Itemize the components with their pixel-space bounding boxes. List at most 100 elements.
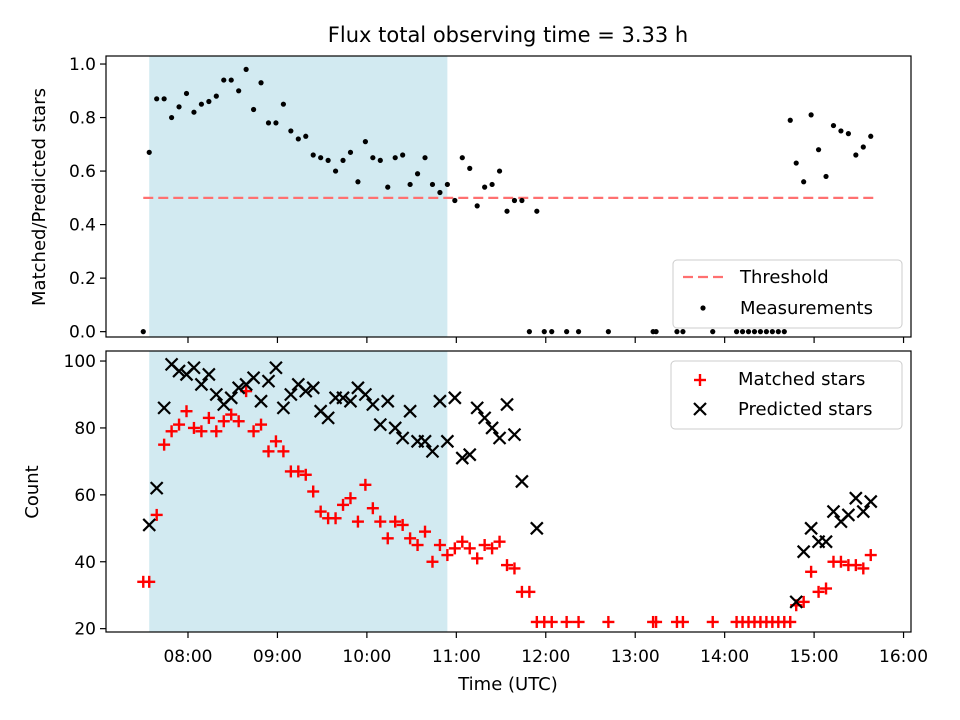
y-tick-label: 0.6 bbox=[69, 162, 96, 182]
legend-predicted-swatch bbox=[693, 402, 707, 416]
measurement-point bbox=[362, 139, 368, 145]
bottom-y-axis-label: Count bbox=[22, 465, 43, 518]
matched-stars-point bbox=[411, 539, 424, 552]
predicted-stars-point bbox=[380, 394, 395, 408]
measurement-point bbox=[674, 329, 680, 335]
matched-stars-point bbox=[299, 468, 312, 481]
top-y-axis-label: Matched/Predicted stars bbox=[29, 88, 50, 306]
y-tick-label: 1.0 bbox=[69, 55, 96, 75]
x-tick-label: 13:00 bbox=[611, 647, 660, 667]
predicted-stars-point bbox=[373, 417, 388, 432]
matched-stars-point bbox=[545, 615, 558, 628]
legend-measurements-swatch bbox=[700, 305, 706, 311]
matched-stars-point bbox=[523, 585, 536, 598]
measurement-point bbox=[793, 160, 799, 166]
measurement-point bbox=[733, 329, 740, 335]
predicted-stars-point bbox=[455, 451, 470, 465]
matched-stars-point bbox=[419, 525, 432, 538]
predicted-stars-point bbox=[336, 391, 350, 405]
matched-stars-point bbox=[202, 411, 215, 424]
predicted-stars-point bbox=[209, 387, 224, 402]
measurement-point bbox=[757, 329, 764, 335]
measurement-point bbox=[258, 80, 264, 86]
matched-stars-point bbox=[389, 515, 402, 528]
measurement-point bbox=[392, 155, 398, 161]
predicted-stars-point bbox=[826, 504, 841, 519]
measurement-point bbox=[823, 173, 829, 180]
predicted-stars-point bbox=[804, 521, 818, 536]
x-tick-label: 11:00 bbox=[432, 647, 481, 667]
predicted-stars-point bbox=[366, 397, 380, 412]
legend-threshold-label: Threshold bbox=[739, 267, 829, 288]
measurement-point bbox=[775, 329, 781, 335]
measurement-point bbox=[310, 152, 316, 158]
chart-title: Flux total observing time = 3.33 h bbox=[328, 23, 688, 47]
measurement-point bbox=[332, 168, 339, 174]
matched-stars-point bbox=[344, 492, 357, 505]
matched-stars-point bbox=[404, 532, 417, 545]
matched-stars-point bbox=[255, 418, 268, 431]
measurement-point bbox=[653, 329, 659, 335]
measurement-point bbox=[504, 208, 510, 214]
measurement-point bbox=[385, 184, 391, 190]
predicted-stars-point bbox=[440, 434, 455, 449]
x-axis-label: Time (UTC) bbox=[457, 674, 558, 695]
y-tick-label: 60 bbox=[74, 486, 96, 506]
measurement-point bbox=[769, 329, 775, 335]
matched-stars-point bbox=[366, 502, 379, 515]
matched-stars-point bbox=[560, 615, 573, 628]
predicted-stars-point bbox=[149, 481, 164, 495]
measurement-point bbox=[452, 197, 458, 204]
legend-matched-label: Matched stars bbox=[738, 369, 865, 390]
predicted-stars-point bbox=[863, 494, 878, 509]
predicted-stars-point bbox=[477, 411, 492, 425]
x-tick-label: 15:00 bbox=[790, 647, 839, 667]
measurement-point bbox=[710, 329, 716, 335]
matched-stars-point bbox=[857, 562, 870, 575]
matched-stars-point bbox=[602, 615, 615, 628]
matched-stars-point bbox=[165, 425, 178, 438]
measurement-point bbox=[787, 117, 793, 123]
measurement-point bbox=[265, 120, 272, 126]
predicted-stars-point bbox=[187, 360, 201, 375]
matched-stars-point bbox=[262, 445, 275, 458]
measurement-point bbox=[325, 157, 331, 163]
predicted-stars-point bbox=[841, 508, 856, 522]
predicted-stars-point bbox=[507, 427, 522, 442]
measurement-point bbox=[228, 77, 234, 83]
measurement-point bbox=[751, 329, 758, 335]
measurement-point bbox=[206, 98, 212, 105]
y-tick-label: 0.8 bbox=[69, 109, 96, 129]
measurement-point bbox=[808, 112, 814, 118]
matched-stars-point bbox=[478, 539, 491, 552]
matched-stars-point bbox=[471, 552, 484, 565]
matched-stars-point bbox=[277, 445, 290, 458]
measurement-point bbox=[146, 149, 152, 155]
matched-stars-point bbox=[493, 535, 506, 548]
top-axes-frame bbox=[105, 55, 912, 338]
measurement-point bbox=[781, 329, 787, 335]
matched-stars-point bbox=[269, 435, 282, 448]
measurement-point bbox=[140, 329, 146, 335]
measurement-point bbox=[680, 329, 686, 335]
bottom-axes-frame bbox=[105, 350, 912, 633]
legend-matched-swatch bbox=[694, 374, 706, 386]
measurement-point bbox=[422, 155, 428, 161]
measurement-point bbox=[745, 329, 752, 335]
measurement-point bbox=[168, 114, 175, 121]
measurement-point bbox=[830, 122, 837, 129]
matched-stars-point bbox=[217, 415, 230, 428]
matched-stars-point bbox=[572, 615, 585, 628]
matched-stars-point bbox=[195, 425, 208, 438]
measurement-point bbox=[444, 181, 450, 188]
measurement-point bbox=[250, 106, 257, 113]
measurement-point bbox=[355, 179, 361, 185]
y-tick-label: 0.0 bbox=[69, 323, 96, 343]
predicted-stars-point bbox=[433, 394, 447, 408]
predicted-stars-point bbox=[142, 518, 157, 532]
predicted-stars-point bbox=[448, 391, 462, 405]
measurement-point bbox=[575, 329, 582, 335]
measurement-point bbox=[280, 101, 286, 107]
measurement-point bbox=[303, 133, 309, 139]
